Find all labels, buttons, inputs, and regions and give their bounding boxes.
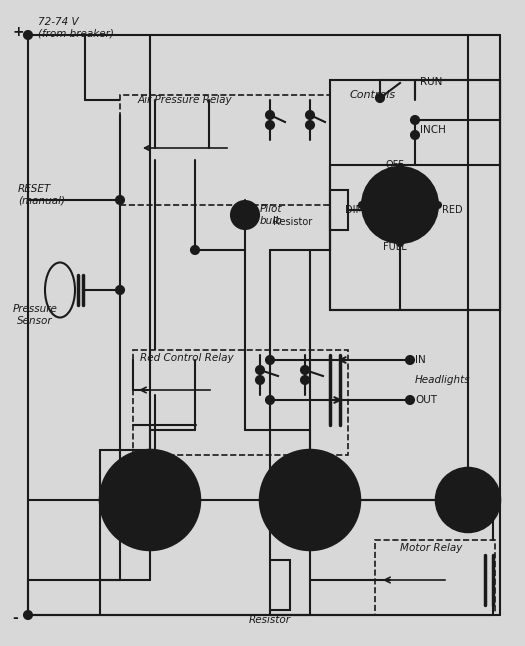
Circle shape [301,366,309,374]
Text: 72-74 V
(from breaker): 72-74 V (from breaker) [38,17,114,39]
Circle shape [362,167,438,243]
Bar [133,350,348,455]
Text: OFF: OFF [385,160,404,170]
Bar [120,95,370,205]
Bar [330,80,500,310]
Text: -: - [12,611,18,625]
Circle shape [359,202,365,208]
Circle shape [116,196,124,204]
Circle shape [411,131,419,139]
Circle shape [436,468,500,532]
Bar [330,190,348,230]
Circle shape [116,286,124,294]
Text: RESET
(manual): RESET (manual) [18,184,65,206]
Text: +: + [12,25,24,39]
Text: Air Pressure Relay: Air Pressure Relay [138,95,233,105]
Text: R: R [138,486,162,514]
Text: INCH: INCH [420,125,446,135]
Circle shape [397,240,403,246]
Text: IN: IN [415,355,426,365]
Circle shape [100,450,200,550]
Text: Pressure
Sensor: Pressure Sensor [13,304,57,326]
Circle shape [376,94,384,102]
Text: Motor Relay: Motor Relay [400,543,463,553]
Text: M: M [456,488,480,512]
Text: W: W [293,486,327,514]
Text: Pilot
bulb: Pilot bulb [260,204,283,226]
Text: Headlights: Headlights [415,375,470,385]
Text: OUT: OUT [415,395,437,405]
Circle shape [256,366,264,374]
Circle shape [306,111,314,119]
Circle shape [435,202,441,208]
Circle shape [266,111,274,119]
Circle shape [260,450,360,550]
Circle shape [397,164,403,170]
Text: RUN: RUN [420,77,443,87]
Bar [375,540,495,615]
Ellipse shape [45,262,75,317]
Circle shape [266,356,274,364]
Circle shape [256,376,264,384]
Bar [270,560,290,610]
Circle shape [306,121,314,129]
Text: Red Control Relay: Red Control Relay [140,353,234,363]
Circle shape [231,201,259,229]
Circle shape [406,396,414,404]
Circle shape [411,116,419,124]
Circle shape [266,396,274,404]
Text: DIM: DIM [345,205,364,215]
Circle shape [266,121,274,129]
Text: Resistor: Resistor [249,615,291,625]
Text: FULL: FULL [383,242,407,252]
Text: RED: RED [442,205,463,215]
Text: Resistor: Resistor [273,217,312,227]
Circle shape [301,376,309,384]
Circle shape [406,356,414,364]
Circle shape [24,611,32,619]
Text: Controls: Controls [350,90,396,100]
Circle shape [191,246,199,254]
Circle shape [24,31,32,39]
